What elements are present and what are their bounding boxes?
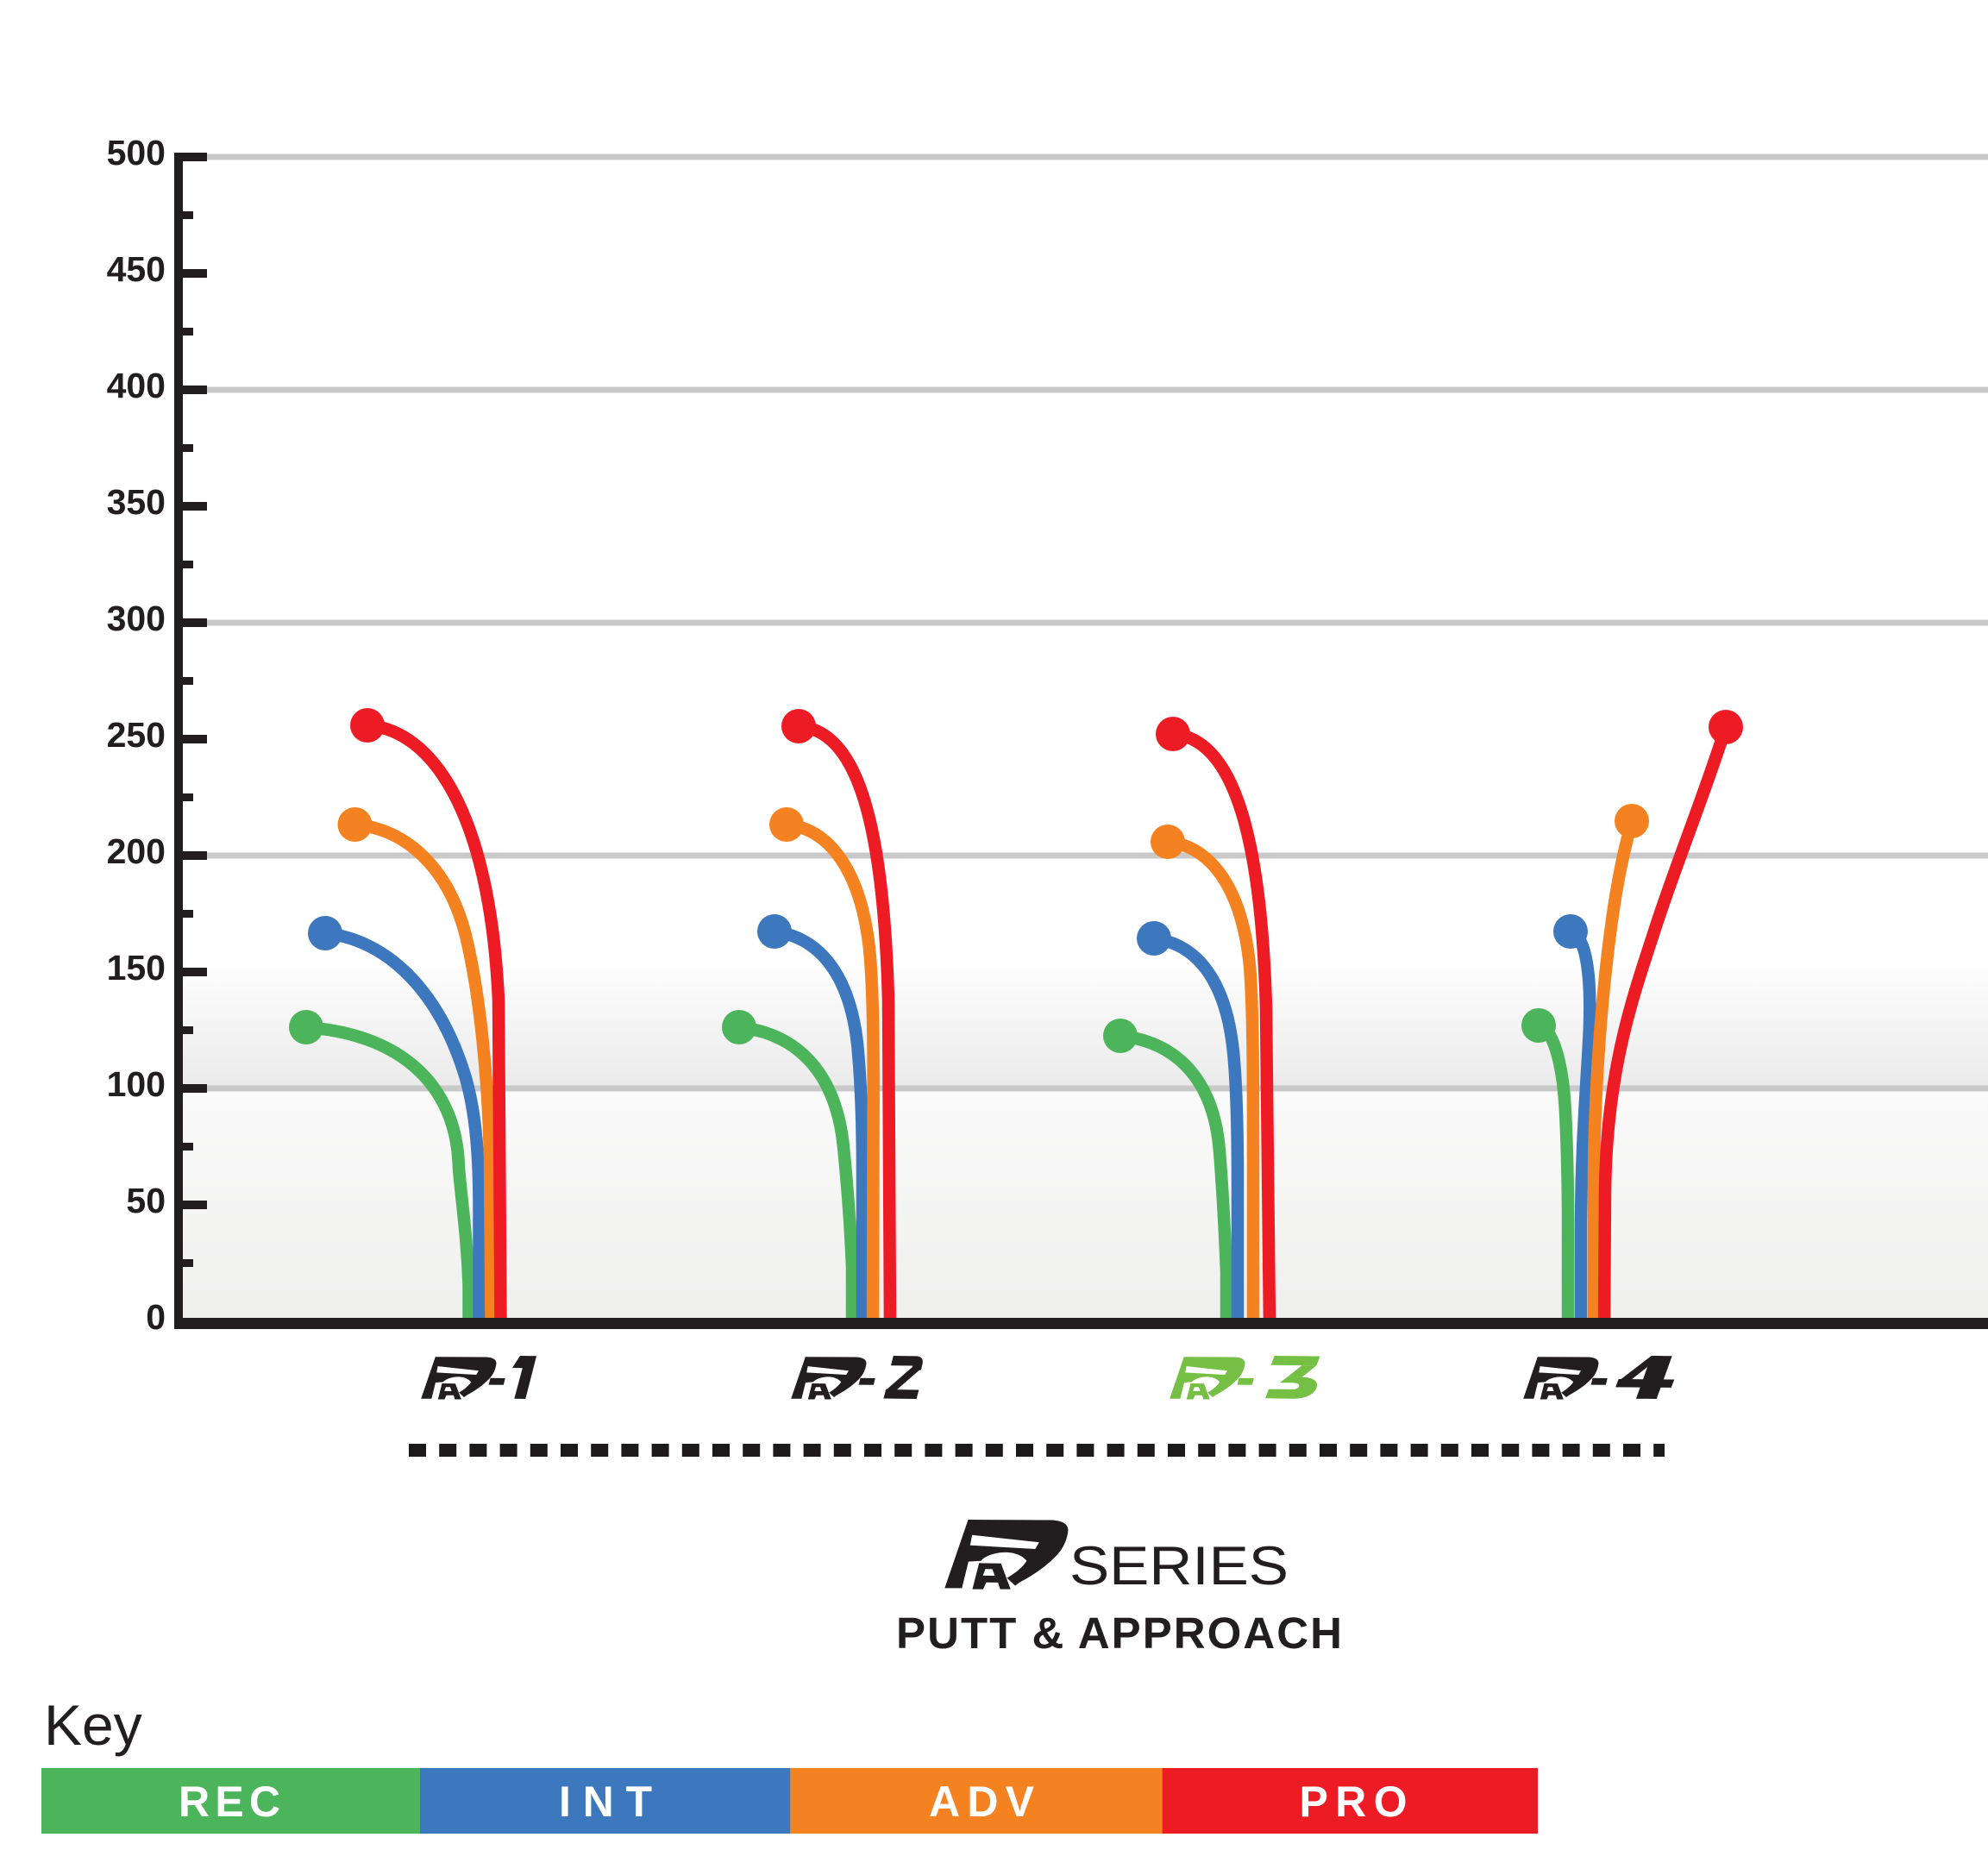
svg-text:400: 400	[107, 366, 166, 405]
svg-text:500: 500	[107, 133, 166, 172]
svg-text:Key: Key	[44, 1693, 142, 1757]
svg-text:200: 200	[107, 831, 166, 871]
svg-text:0: 0	[146, 1297, 166, 1337]
svg-text:450: 450	[107, 249, 166, 289]
svg-text:100: 100	[107, 1064, 166, 1104]
svg-text:PRO: PRO	[1300, 1778, 1408, 1826]
svg-text:ADV: ADV	[929, 1778, 1035, 1826]
svg-text:350: 350	[107, 482, 166, 522]
svg-text:250: 250	[107, 715, 166, 755]
svg-text:300: 300	[107, 599, 166, 638]
svg-text:150: 150	[107, 948, 166, 988]
svg-text:50: 50	[126, 1181, 166, 1220]
svg-text:REC: REC	[179, 1778, 280, 1826]
svg-text:SERIES: SERIES	[1069, 1536, 1289, 1596]
svg-text:PUTT & APPROACH: PUTT & APPROACH	[896, 1608, 1342, 1658]
